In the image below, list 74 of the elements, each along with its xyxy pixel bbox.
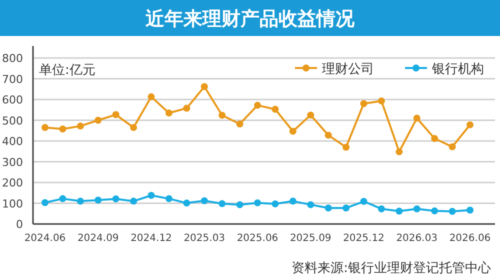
point <box>396 148 403 156</box>
y-tick-label: 400 <box>2 135 23 148</box>
x-tick-label: 2025.09 <box>290 233 332 244</box>
point <box>59 125 66 132</box>
point <box>42 199 48 206</box>
point <box>130 124 138 132</box>
point <box>59 195 66 202</box>
point <box>324 132 332 139</box>
y-tick-label: 200 <box>2 176 23 190</box>
x-tick-label: 2025.03 <box>184 233 226 244</box>
point <box>448 143 456 150</box>
point <box>218 112 226 119</box>
point <box>378 97 385 104</box>
point <box>342 144 350 151</box>
y-tick-label: 300 <box>2 156 23 169</box>
point <box>130 198 138 205</box>
x-tick-label: 2024.09 <box>77 233 119 244</box>
point <box>307 201 314 208</box>
chart-title: 近年来理财产品收益情况 <box>144 8 356 30</box>
point <box>307 112 314 119</box>
point <box>360 198 368 205</box>
point <box>289 198 296 205</box>
point <box>466 206 474 214</box>
y-tick-label: 700 <box>2 72 23 86</box>
x-tick-label: 2024.06 <box>24 233 66 244</box>
y-tick-label: 600 <box>2 94 23 106</box>
legend-label: 银行机构 <box>431 62 484 77</box>
point <box>272 106 279 113</box>
point <box>378 205 385 212</box>
point <box>148 192 155 199</box>
point <box>254 102 261 109</box>
point <box>466 121 474 128</box>
point <box>431 135 438 142</box>
point <box>148 93 155 100</box>
y-tick-label: 100 <box>2 197 23 210</box>
point <box>254 199 261 206</box>
point <box>236 120 244 128</box>
point <box>360 100 368 108</box>
x-tick-label: 2026.06 <box>449 233 491 244</box>
y-tick-label: 800 <box>2 52 23 65</box>
point <box>183 200 190 207</box>
point <box>94 116 102 124</box>
annotation: 单位:亿元 <box>39 63 96 78</box>
point <box>236 201 244 208</box>
point <box>413 205 420 212</box>
point <box>183 104 190 112</box>
point <box>112 111 120 118</box>
text: 资料来源:银行业理财登记托管中心 <box>292 260 491 276</box>
title: 近年来理财产品收益情况 <box>0 0 500 36</box>
point <box>413 114 420 122</box>
y-tick-label: 500 <box>2 114 23 128</box>
point <box>431 207 438 214</box>
point <box>289 128 296 135</box>
point <box>200 83 208 90</box>
point <box>76 198 84 205</box>
point <box>272 200 279 208</box>
point <box>448 208 456 215</box>
point <box>218 200 226 208</box>
point <box>324 204 332 212</box>
x-tick-label: 2025.12 <box>343 233 384 244</box>
point <box>94 196 102 204</box>
point <box>112 195 120 202</box>
point <box>396 208 403 215</box>
legend-label: 理财公司 <box>322 62 374 77</box>
point <box>42 124 48 132</box>
point <box>76 122 84 130</box>
point <box>200 197 208 204</box>
x-tick-label: 2024.12 <box>130 233 172 244</box>
point <box>342 204 350 212</box>
y-tick-label: 0 <box>16 218 23 231</box>
x-tick-label: 2025.06 <box>236 233 278 244</box>
x-tick-label: 2026.03 <box>396 233 438 244</box>
point <box>165 109 172 116</box>
point <box>165 195 172 202</box>
